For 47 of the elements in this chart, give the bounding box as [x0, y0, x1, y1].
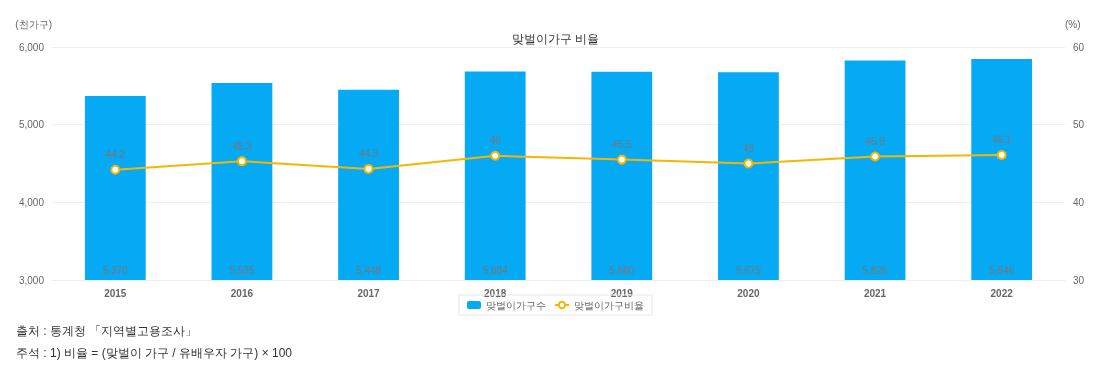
y-tick-label: 4,000 [18, 196, 45, 208]
data-label: 46 [489, 135, 502, 147]
data-label: 5,846 [989, 264, 1015, 276]
source-note: 출처 : 통계청 「지역별고용조사」 [16, 324, 198, 338]
data-label: 45.9 [865, 136, 886, 148]
data-label: 45.5 [612, 139, 632, 151]
legend-label: 맞벌이가구수 [486, 299, 546, 311]
y2-tick-label: 40 [1073, 196, 1085, 208]
y2-tick-label: 60 [1073, 41, 1085, 53]
point [490, 150, 501, 161]
point [870, 151, 881, 162]
y2-tick-label: 30 [1073, 274, 1085, 286]
point [110, 164, 121, 175]
data-label: 5,370 [102, 264, 129, 276]
point [363, 163, 374, 174]
x-tick-label: 2018 [484, 287, 507, 299]
point [616, 154, 627, 165]
data-label: 5,535 [229, 264, 255, 276]
point [743, 158, 754, 169]
y-tick-label: 6,000 [18, 41, 45, 53]
point [996, 149, 1007, 160]
x-tick-label: 2021 [863, 287, 887, 299]
x-tick-label: 2020 [737, 287, 760, 299]
data-label: 5,680 [609, 264, 635, 276]
data-label: 5,448 [356, 264, 382, 276]
x-tick-label: 2019 [610, 287, 634, 299]
data-label: 45.3 [232, 140, 253, 152]
legend-label: 맞벌이가구비율 [574, 299, 644, 311]
data-label: 5,826 [862, 264, 889, 276]
y2-axis-title: (%) [1065, 18, 1081, 30]
point [236, 156, 247, 167]
chart-title: 맞벌이가구 비율 [511, 32, 600, 46]
y2-tick-label: 50 [1073, 119, 1085, 131]
x-tick-label: 2017 [357, 287, 381, 299]
x-tick-label: 2016 [230, 287, 254, 299]
y-tick-label: 3,000 [18, 274, 45, 286]
x-tick-label: 2022 [990, 287, 1014, 299]
data-label: 5,675 [735, 264, 762, 276]
y-axis-title: (천가구) [15, 18, 52, 30]
text: 주석 : 1) 비율 = (맞벌이 가구 / 유배우자 가구) × 100 [16, 346, 293, 360]
data-label: 44.3 [358, 148, 379, 160]
x-tick-label: 2015 [104, 287, 127, 299]
data-label: 45 [742, 143, 755, 154]
y-tick-label: 5,000 [18, 119, 45, 131]
data-label: 46.1 [991, 134, 1012, 146]
data-label: 44.2 [105, 149, 126, 161]
data-label: 5,684 [482, 264, 509, 276]
